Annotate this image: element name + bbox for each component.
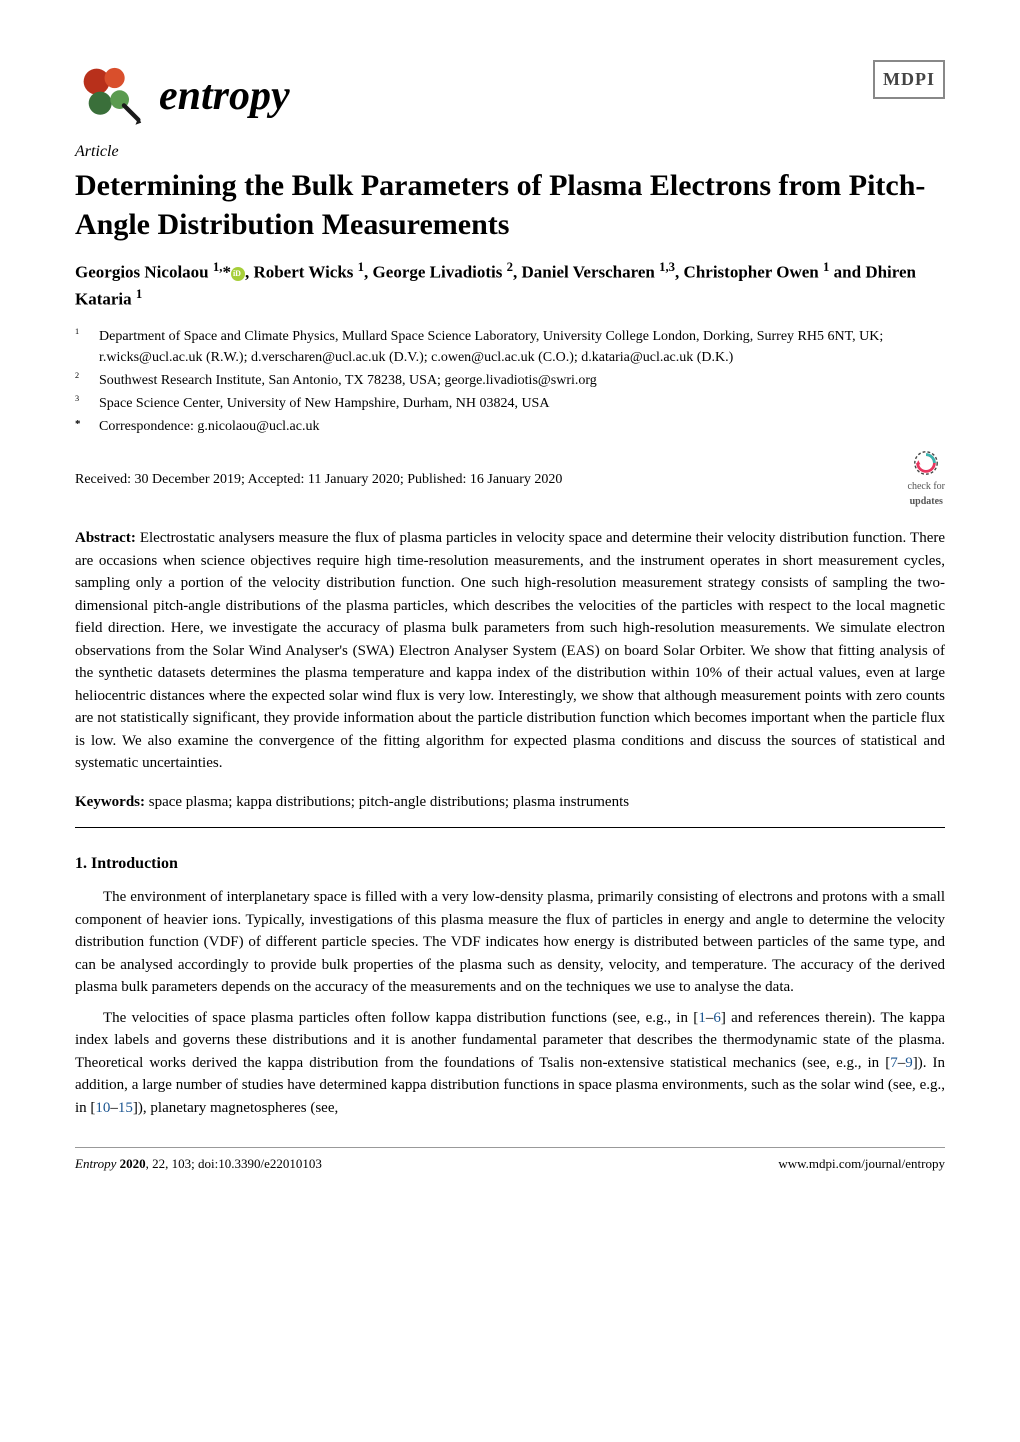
abstract-text: Electrostatic analysers measure the flux… bbox=[75, 530, 945, 771]
entropy-logo-icon bbox=[75, 60, 147, 132]
affil-num-1: 1 bbox=[75, 327, 79, 336]
authors-line: Georgios Nicolaou 1,*, Robert Wicks 1, G… bbox=[75, 258, 945, 312]
ref-link[interactable]: 15 bbox=[118, 1100, 133, 1116]
affil-num-corr: * bbox=[75, 418, 81, 430]
footer-journal: Entropy bbox=[75, 1156, 116, 1171]
para2-text: The velocities of space plasma particles… bbox=[103, 1010, 698, 1026]
ref-link[interactable]: 1 bbox=[698, 1010, 706, 1026]
ref-link[interactable]: 7 bbox=[890, 1055, 898, 1071]
footer-year: 2020 bbox=[120, 1156, 146, 1171]
intro-para-1: The environment of interplanetary space … bbox=[75, 886, 945, 999]
check-updates-icon bbox=[912, 449, 940, 477]
publisher-badge: MDPI bbox=[873, 60, 945, 99]
affil-text-2: Southwest Research Institute, San Antoni… bbox=[99, 370, 945, 391]
check-updates-bold: updates bbox=[910, 496, 943, 507]
footer-right[interactable]: www.mdpi.com/journal/entropy bbox=[778, 1154, 945, 1174]
check-updates-label: check for bbox=[908, 481, 945, 492]
footer-left: Entropy 2020, 22, 103; doi:10.3390/e2201… bbox=[75, 1154, 322, 1174]
keywords-label: Keywords: bbox=[75, 794, 145, 810]
section-1-title: 1. Introduction bbox=[75, 852, 945, 876]
footer-citation: , 22, 103; doi:10.3390/e22010103 bbox=[146, 1156, 322, 1171]
para2-text: ]), planetary magnetospheres (see, bbox=[133, 1100, 338, 1116]
check-updates-badge[interactable]: check for updates bbox=[908, 449, 945, 509]
page-footer: Entropy 2020, 22, 103; doi:10.3390/e2201… bbox=[75, 1147, 945, 1174]
keywords-block: Keywords: space plasma; kappa distributi… bbox=[75, 791, 945, 814]
article-title: Determining the Bulk Parameters of Plasm… bbox=[75, 166, 945, 244]
affil-num-2: 2 bbox=[75, 371, 79, 380]
divider bbox=[75, 827, 945, 828]
para2-text: – bbox=[110, 1100, 118, 1116]
affil-num-3: 3 bbox=[75, 394, 79, 403]
affil-text-1: Department of Space and Climate Physics,… bbox=[99, 326, 945, 368]
affiliations-block: 1 Department of Space and Climate Physic… bbox=[75, 326, 945, 437]
abstract-block: Abstract: Electrostatic analysers measur… bbox=[75, 527, 945, 775]
publication-dates: Received: 30 December 2019; Accepted: 11… bbox=[75, 469, 562, 490]
article-type-label: Article bbox=[75, 140, 945, 164]
intro-para-2: The velocities of space plasma particles… bbox=[75, 1007, 945, 1120]
ref-link[interactable]: 6 bbox=[713, 1010, 721, 1026]
orcid-icon[interactable] bbox=[231, 267, 245, 281]
affil-text-corr: Correspondence: g.nicolaou@ucl.ac.uk bbox=[99, 416, 945, 437]
ref-link[interactable]: 10 bbox=[95, 1100, 110, 1116]
affil-text-3: Space Science Center, University of New … bbox=[99, 393, 945, 414]
ref-link[interactable]: 9 bbox=[905, 1055, 913, 1071]
abstract-label: Abstract: bbox=[75, 530, 136, 546]
journal-logo: entropy bbox=[75, 60, 290, 132]
journal-name: entropy bbox=[159, 65, 290, 128]
keywords-text: space plasma; kappa distributions; pitch… bbox=[149, 794, 629, 810]
